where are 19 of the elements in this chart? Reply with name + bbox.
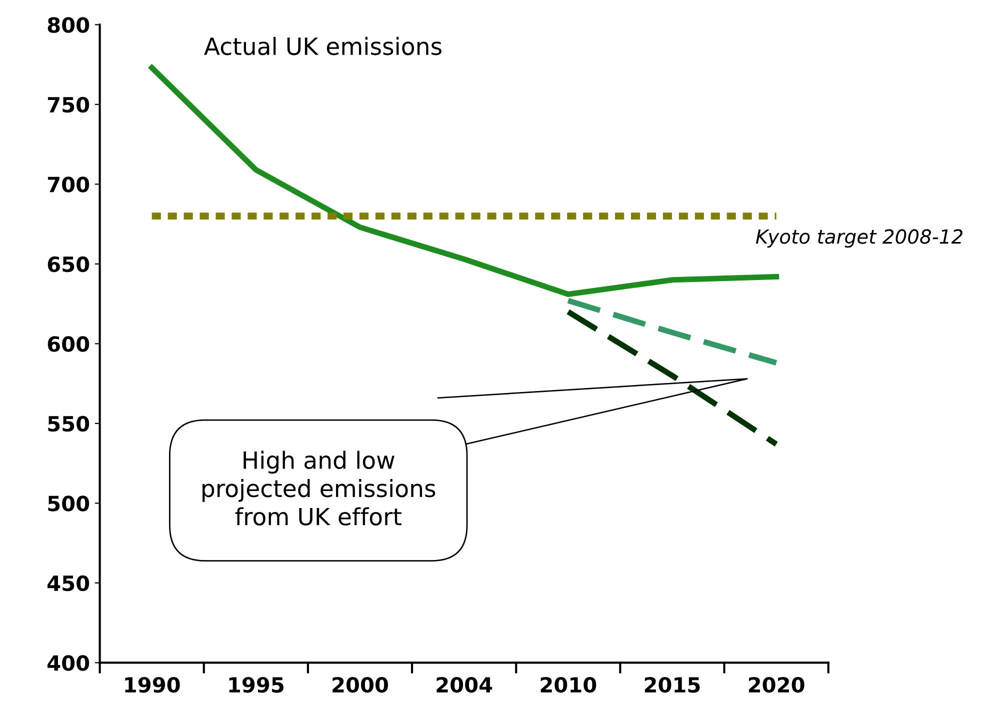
y-tick-label: 650 [48,256,90,272]
y-tick-label: 400 [48,655,90,671]
annotation: High and low projected emissions from UK effort [202,450,436,526]
x-tick-label: 2020 [748,676,804,693]
ref-line-label: Kyoto target 2008-12 [756,229,962,248]
y-tick-label: 450 [48,575,90,592]
x-tick-label: 1995 [229,676,284,693]
y-tick-label: 550 [48,416,90,432]
y-tick-label: 700 [48,176,90,192]
x-tick-label: 2015 [644,676,700,693]
x-tick-label: 2000 [332,676,388,693]
x-tick-label: 1990 [125,676,180,693]
x-tick-label: 2010 [540,676,596,693]
series-label: Actual UK emissions [204,36,442,56]
y-tick-label: 600 [48,336,90,352]
y-tick-label: 750 [48,96,90,113]
y-tick-label: 500 [48,496,90,512]
y-tick-label: 800 [48,17,90,33]
x-tick-label: 2004 [436,676,492,693]
